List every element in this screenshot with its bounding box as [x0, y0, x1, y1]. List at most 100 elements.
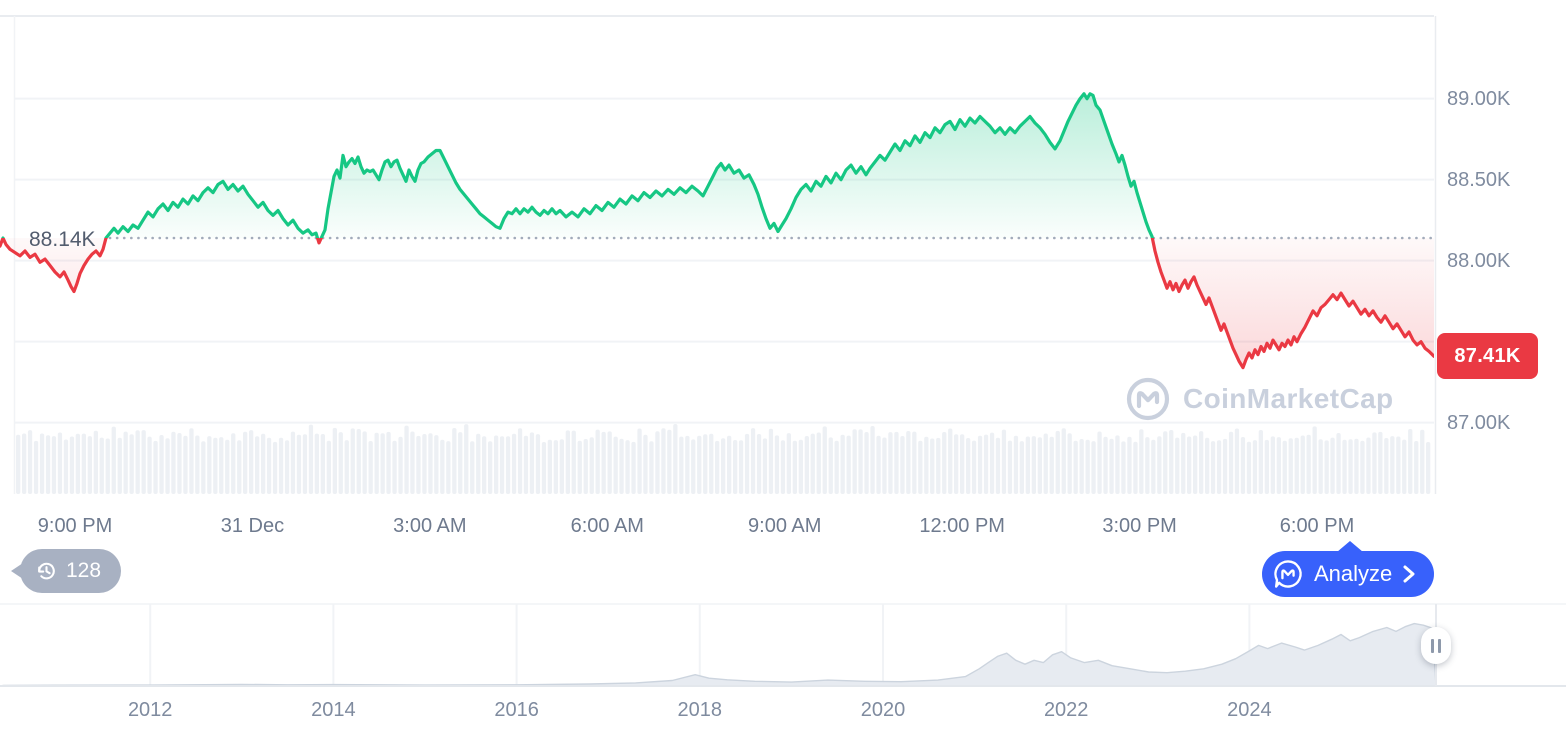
volume-bar — [51, 436, 57, 494]
volume-bar — [738, 440, 744, 494]
volume-bar — [410, 431, 415, 494]
volume-bar — [750, 428, 756, 494]
volume-bar — [1384, 438, 1389, 494]
volume-bar — [1055, 430, 1060, 494]
volume-bar — [153, 440, 158, 494]
volume-bar — [505, 436, 511, 494]
volume-bar — [111, 426, 116, 494]
volume-bar — [553, 440, 558, 494]
volume-bar — [989, 432, 995, 494]
volume-bar — [1306, 434, 1311, 494]
volume-bar — [1294, 437, 1299, 494]
volume-bar — [721, 438, 726, 494]
volume-bar — [171, 431, 176, 494]
volume-bar — [983, 434, 989, 494]
volume-bar — [16, 434, 21, 494]
y-axis-tick: 87.00K — [1447, 411, 1511, 434]
history-clock-icon — [38, 562, 55, 580]
volume-bar — [99, 437, 104, 494]
volume-bar — [1354, 438, 1359, 494]
volume-bar — [1049, 436, 1054, 494]
volume-bar — [446, 441, 451, 494]
volume-bar — [511, 433, 517, 494]
volume-bar — [1145, 437, 1150, 494]
price-area-below — [0, 238, 1434, 368]
volume-bar — [822, 426, 827, 494]
volume-bar — [249, 430, 254, 494]
volume-bar — [380, 433, 385, 494]
volume-bar — [296, 434, 302, 494]
volume-bar — [344, 440, 349, 494]
volume-bar — [852, 429, 857, 494]
volume-bar — [398, 436, 403, 494]
analyze-button[interactable]: Analyze — [1262, 541, 1435, 597]
volume-bar — [1061, 428, 1066, 494]
volume-bar — [1324, 440, 1329, 494]
volume-bar — [1013, 435, 1019, 494]
volume-bar — [697, 435, 702, 494]
volume-bar — [189, 428, 194, 494]
minimap-drag-handle-icon[interactable] — [1421, 627, 1451, 664]
minimap-year-tick: 2012 — [127, 699, 173, 721]
volume-bar — [207, 436, 212, 494]
volume-bar — [1157, 436, 1162, 494]
volume-bar — [93, 430, 98, 494]
volume-bar — [470, 441, 475, 494]
volume-bar — [1199, 431, 1204, 494]
volume-bar — [81, 433, 86, 494]
volume-bar — [57, 432, 63, 494]
volume-bar — [284, 440, 290, 494]
y-axis-tick: 89.00K — [1447, 87, 1511, 110]
volume-bar — [272, 441, 278, 494]
volume-bar — [1151, 439, 1156, 494]
volume-bar — [727, 435, 732, 494]
volume-bar — [135, 430, 140, 494]
volume-bar — [1139, 429, 1144, 494]
volume-bar — [673, 424, 678, 494]
volume-bar — [715, 440, 720, 494]
y-axis-tick: 88.50K — [1447, 168, 1511, 191]
volume-bar — [709, 433, 714, 494]
volume-bar — [278, 437, 284, 494]
volume-bar — [219, 437, 224, 494]
minimap-year-tick: 2014 — [311, 699, 356, 721]
history-badge[interactable]: 128 — [10, 549, 122, 593]
volume-bar — [1007, 440, 1013, 494]
volume-bar — [559, 439, 564, 494]
x-axis-tick: 6:00 PM — [1279, 515, 1355, 537]
volume-bar — [1073, 440, 1078, 494]
volume-bar — [1205, 437, 1210, 494]
volume-bar — [1330, 437, 1335, 494]
volume-bar — [1031, 436, 1036, 494]
volume-bar — [482, 436, 487, 494]
volume-bar — [368, 441, 373, 494]
volume-bar — [1127, 436, 1132, 494]
volume-bar — [971, 440, 977, 494]
coinmarketcap-bubble-icon — [1274, 560, 1302, 588]
volume-bar — [1169, 430, 1174, 494]
minimap-area — [0, 622, 1437, 687]
volume-bar — [356, 429, 361, 494]
volume-bar — [1282, 440, 1287, 494]
volume-bar — [422, 434, 427, 494]
minimap-year-tick: 2016 — [494, 699, 539, 721]
volume-bar — [75, 433, 80, 494]
price-chart-canvas[interactable] — [0, 0, 1566, 502]
volume-bar — [374, 432, 379, 494]
volume-bar — [183, 435, 188, 494]
volume-bar — [261, 433, 266, 494]
volume-bar — [571, 430, 576, 494]
volume-bar — [930, 438, 935, 494]
volume-bar — [308, 424, 314, 494]
minimap-year-tick: 2022 — [1043, 699, 1089, 721]
volume-bar — [888, 432, 893, 494]
volume-bar — [625, 440, 630, 494]
volume-bar — [792, 440, 797, 494]
volume-bar — [428, 433, 433, 494]
volume-bar — [936, 437, 941, 494]
volume-bar — [1420, 429, 1425, 494]
volume-bar — [476, 433, 481, 494]
volume-bar — [810, 433, 815, 494]
volume-bar — [231, 433, 236, 494]
